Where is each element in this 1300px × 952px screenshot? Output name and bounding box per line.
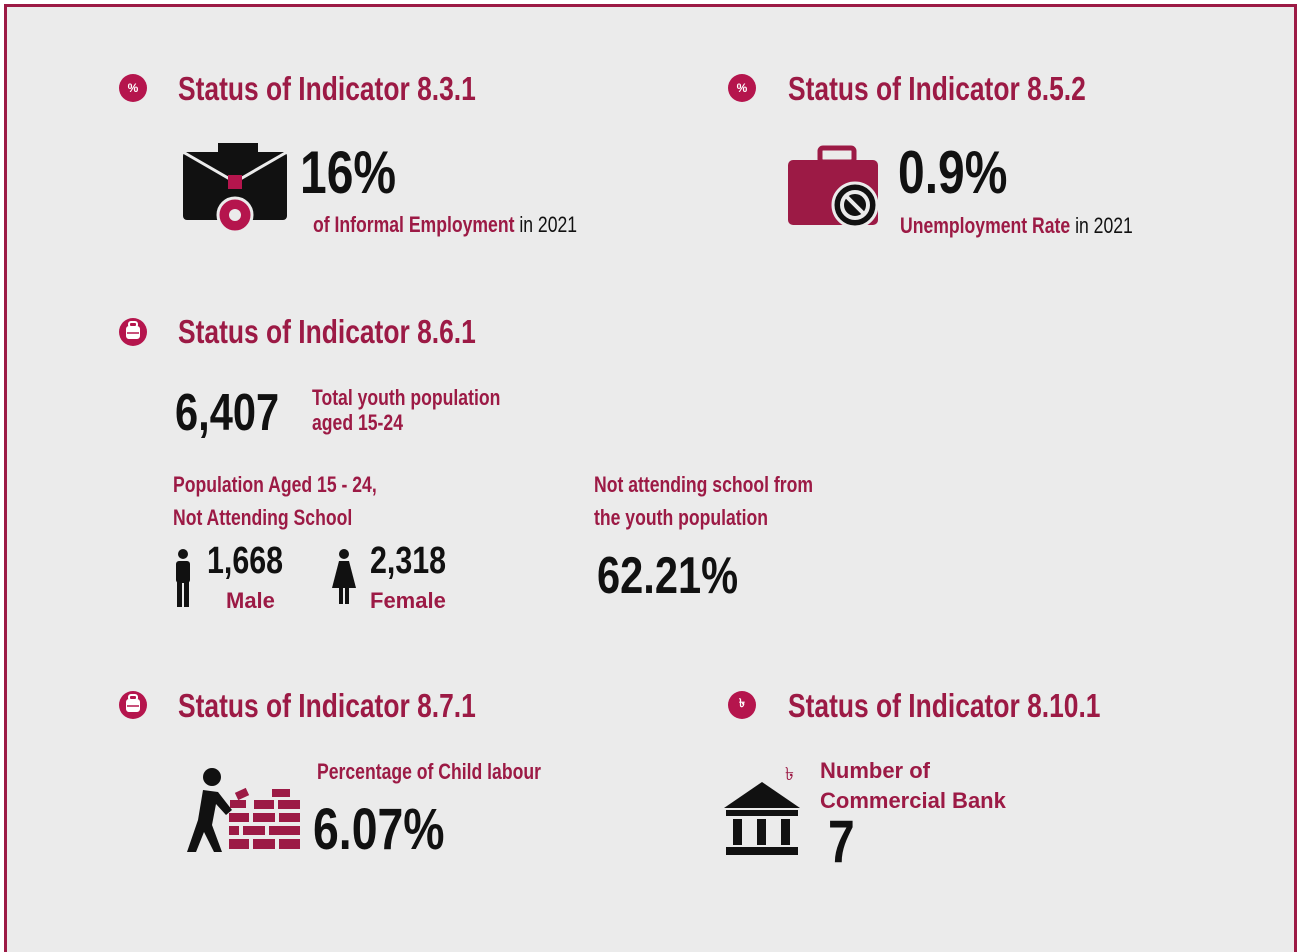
share-value: 62.21% [597,550,738,602]
group-label: Not Attending School [173,507,352,529]
total-label: aged 15-24 [312,412,403,434]
percent-icon: % [119,74,147,102]
male-icon [176,549,190,607]
group-label: Population Aged 15 - 24, [173,474,377,496]
indicator-value: 16% [300,143,396,203]
indicator-title: Status of Indicator 8.3.1 [178,72,476,105]
female-value: 2,318 [370,542,446,580]
female-icon [332,549,356,604]
male-value: 1,668 [207,542,283,580]
indicator-title: Status of Indicator 8.5.2 [788,72,1086,105]
briefcase-gear-icon [183,143,287,232]
currency-symbol: ৳ [785,765,794,783]
female-label: Female [370,590,446,612]
backpack-icon [119,691,147,719]
indicator-label: Unemployment Rate [900,213,1070,238]
total-label: Total youth population [312,387,500,409]
total-value: 6,407 [175,387,279,439]
percent-icon: % [728,74,756,102]
indicator-title: Status of Indicator 8.10.1 [788,689,1100,722]
indicator-title: Status of Indicator 8.6.1 [178,315,476,348]
indicator-value: 0.9% [898,143,1007,203]
indicator-suffix: in 2021 [519,212,577,237]
page: % Status of Indicator 8.3.1 16% of Infor… [0,0,1300,943]
indicator-label: of Informal Employment [313,212,514,237]
indicator-value: 7 [828,812,855,872]
indicator-value: 6.07% [313,801,445,859]
child-labour-icon [187,768,300,852]
indicator-suffix: in 2021 [1075,213,1133,238]
bank-icon [724,782,800,855]
share-label: the youth population [594,507,768,529]
backpack-icon [119,318,147,346]
taka-icon: ৳ [728,691,756,719]
briefcase-ban-icon [788,148,878,227]
male-label: Male [226,590,275,612]
indicator-title: Status of Indicator 8.7.1 [178,689,476,722]
indicator-label: Number of [820,760,930,782]
share-label: Not attending school from [594,474,813,496]
indicator-label: Percentage of Child labour [317,761,541,783]
